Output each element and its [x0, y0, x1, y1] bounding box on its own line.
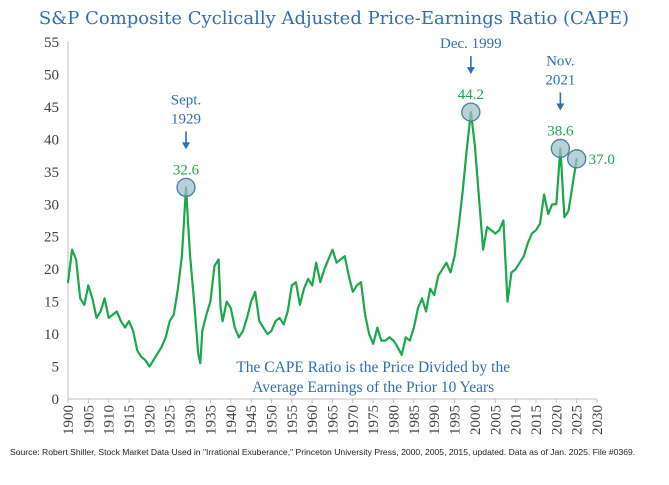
axes — [67, 42, 597, 400]
x-tick-label: 2010 — [509, 405, 525, 435]
note-line: The CAPE Ratio is the Price Divided by t… — [236, 359, 510, 376]
y-tick-label: 15 — [44, 295, 59, 311]
y-tick-label: 20 — [44, 262, 59, 278]
note-line: Average Earnings of the Prior 10 Years — [252, 379, 494, 396]
annotation-label: Sept. — [171, 92, 201, 108]
x-tick-label: 1950 — [264, 405, 280, 435]
x-tick-label: 1975 — [366, 405, 382, 435]
x-tick-label: 1925 — [163, 405, 179, 435]
annotation-arrowhead — [556, 103, 565, 111]
y-tick-label: 5 — [52, 360, 60, 376]
peak-marker — [567, 149, 587, 169]
chart-title: S&P Composite Cyclically Adjusted Price-… — [39, 8, 629, 29]
annotation-arrowhead — [182, 142, 191, 150]
x-tick-label: 1985 — [407, 405, 423, 435]
x-tick-label: 1955 — [285, 405, 301, 435]
series-group — [66, 111, 578, 368]
y-tick-label: 35 — [44, 165, 59, 181]
x-tick-label: 1970 — [346, 405, 362, 435]
annotation-label: 2021 — [545, 72, 575, 88]
annotation-value: 44.2 — [458, 87, 484, 103]
annotation-label: Dec. 1999 — [440, 36, 502, 52]
x-tick-label: 2025 — [570, 405, 586, 435]
peak-marker — [550, 138, 571, 159]
annotation-value: 37.0 — [589, 152, 615, 168]
x-tick-label: 1915 — [122, 405, 138, 435]
annotation-value: 32.6 — [173, 162, 200, 178]
x-tick-label: 1905 — [81, 405, 97, 435]
annotation-value: 38.6 — [547, 123, 574, 139]
x-axis-ticks: 1900 1905 1910 1915 1920 1925 1930 1935 1940 1945… — [61, 399, 606, 435]
x-tick-label: 2005 — [488, 405, 504, 435]
x-tick-label: 1920 — [142, 405, 158, 435]
y-tick-label: 45 — [44, 100, 59, 116]
y-tick-label: 55 — [44, 35, 59, 51]
peak-marker — [176, 177, 196, 198]
y-tick-label: 40 — [44, 132, 59, 148]
cape-chart: S&P Composite Cyclically Adjusted Price-… — [39, 8, 629, 435]
annotation-label: Nov. — [546, 53, 575, 69]
cape-series-line — [66, 111, 578, 368]
x-tick-label: 1940 — [224, 405, 240, 435]
x-tick-label: 1935 — [203, 405, 219, 435]
annotations: Sept. 1929 32.6 Dec. 1999 44.2 Nov. 2021 38.6 37… — [171, 36, 615, 198]
annotation-label: 1929 — [171, 111, 201, 127]
x-tick-label: 1965 — [326, 405, 342, 435]
x-tick-label: 1960 — [305, 405, 321, 435]
y-tick-label: 25 — [44, 230, 59, 246]
x-tick-label: 1900 — [61, 405, 77, 435]
x-tick-label: 1980 — [387, 405, 403, 435]
y-tick-label: 50 — [44, 67, 59, 83]
x-tick-label: 1930 — [183, 405, 199, 435]
x-tick-label: 2030 — [590, 405, 606, 435]
y-tick-label: 0 — [52, 392, 60, 408]
x-tick-label: 2015 — [529, 405, 545, 435]
x-tick-label: 1910 — [102, 405, 118, 435]
y-tick-label: 30 — [44, 197, 59, 213]
source-note: Source: Robert Shiller, Stock Market Dat… — [10, 447, 636, 457]
x-tick-label: 1990 — [427, 405, 443, 435]
chart-note: The CAPE Ratio is the Price Divided by t… — [236, 359, 510, 396]
annotation-arrowhead — [466, 67, 475, 75]
y-tick-label: 10 — [44, 327, 59, 343]
x-tick-label: 2000 — [468, 405, 484, 435]
x-tick-label: 1995 — [448, 405, 464, 435]
y-axis-ticks: 0 5 10 15 20 25 30 35 40 45 50 55 — [44, 35, 59, 408]
peak-marker — [461, 102, 481, 122]
x-tick-label: 1945 — [244, 405, 260, 435]
x-tick-label: 2020 — [549, 405, 565, 435]
